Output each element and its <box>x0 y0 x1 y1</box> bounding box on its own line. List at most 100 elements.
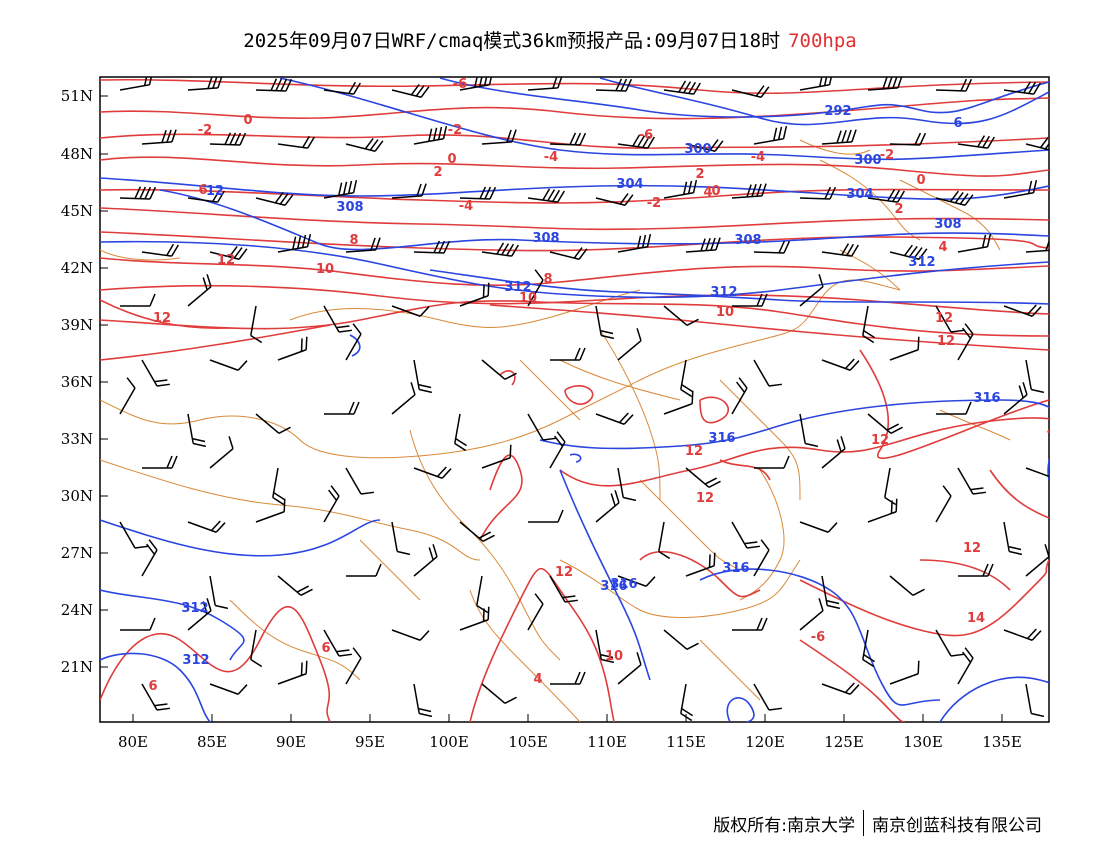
wind-barb <box>413 683 433 718</box>
wind-barb <box>935 78 973 92</box>
temperature-label: 12 <box>963 541 981 556</box>
wind-barb <box>459 282 490 307</box>
wind-barb <box>595 412 634 425</box>
wind-barb <box>187 77 223 91</box>
wind-barb <box>957 647 974 685</box>
wind-barb <box>549 431 566 469</box>
height-label: 292 <box>824 104 851 119</box>
footer-left: 版权所有:南京大学 <box>713 815 855 836</box>
wind-barb <box>413 359 433 394</box>
wind-barb <box>1025 359 1045 394</box>
wind-barb <box>1003 81 1041 95</box>
height-contour-line <box>569 453 582 463</box>
border-line <box>519 359 581 421</box>
wind-barb <box>528 509 564 523</box>
temperature-label: 14 <box>967 611 985 626</box>
wind-barb <box>272 467 286 506</box>
wind-barb <box>889 660 920 685</box>
wind-barb <box>277 575 313 596</box>
wind-barb <box>732 617 768 631</box>
wind-barb <box>119 377 136 415</box>
height-label: 304 <box>846 187 873 202</box>
height-label: 312 <box>710 285 737 300</box>
wind-barb <box>323 81 361 95</box>
wind-barb <box>663 305 699 326</box>
wind-barb <box>187 274 212 307</box>
wind-barb <box>799 521 838 533</box>
border-line <box>409 429 561 661</box>
wind-barb <box>663 629 699 650</box>
wind-barb <box>617 328 642 361</box>
border-line <box>559 559 801 618</box>
border-line <box>359 539 421 601</box>
wind-barb <box>549 247 588 260</box>
wind-barb <box>187 189 225 203</box>
wind-barb <box>595 490 620 523</box>
wind-barb <box>1025 467 1049 479</box>
height-label: 300 <box>684 142 711 157</box>
wind-barb <box>527 413 556 441</box>
wind-barb <box>250 629 263 668</box>
wind-barb <box>799 274 824 307</box>
lat-tick-label: 45N <box>61 202 93 220</box>
temperature-label: 2 <box>894 202 903 217</box>
border-line <box>699 639 761 701</box>
wind-barb <box>821 243 859 257</box>
map-frame <box>99 76 1050 723</box>
wind-barb <box>753 683 782 711</box>
wind-barb <box>821 358 860 371</box>
wind-barb <box>617 233 652 253</box>
wind-barb <box>821 436 846 469</box>
temperature-label: -4 <box>459 199 473 214</box>
isotherm-line <box>479 454 523 541</box>
wind-barb <box>753 359 782 387</box>
height-label: 12 <box>206 184 224 199</box>
wind-barb <box>277 233 312 253</box>
wind-barb <box>481 129 517 145</box>
border-line <box>289 289 641 328</box>
wind-barb <box>527 269 544 307</box>
height-label: 312 <box>181 601 208 616</box>
wind-barb <box>867 189 905 203</box>
wind-barb <box>685 467 721 488</box>
wind-barb <box>120 293 156 307</box>
wind-barb <box>958 563 994 577</box>
height-label: 308 <box>934 217 961 232</box>
wind-barb <box>867 498 898 523</box>
temperature-label: 0 <box>711 184 720 199</box>
isotherm-line <box>559 417 1049 487</box>
wind-barb <box>862 629 876 668</box>
height-label: 308 <box>734 233 761 248</box>
height-contour-line <box>726 697 755 722</box>
height-label: 316 <box>708 431 735 446</box>
wind-barb <box>141 359 170 387</box>
height-label: 316 <box>610 577 637 592</box>
isotherm-line <box>100 257 1049 287</box>
wind-barb <box>821 575 841 610</box>
isotherm-line <box>799 639 906 722</box>
wind-barb <box>459 606 490 631</box>
geopotential-height-contours <box>100 77 1049 722</box>
wind-barb <box>595 193 634 206</box>
height-contour-line <box>539 399 1049 481</box>
temperature-label: 6 <box>321 641 330 656</box>
wind-barb <box>141 539 158 577</box>
wind-barb <box>753 539 770 577</box>
title-level: 700hpa <box>788 30 857 52</box>
temperature-label: -2 <box>448 123 462 138</box>
wind-barb <box>187 598 212 631</box>
wind-barb <box>459 521 495 542</box>
wind-barb <box>799 186 837 200</box>
temperature-label: 12 <box>555 565 573 580</box>
height-label: 316 <box>600 579 627 594</box>
height-contour-line <box>429 269 1049 305</box>
wind-barb <box>209 359 248 371</box>
lat-tick-label: 24N <box>61 601 93 619</box>
wind-barb <box>527 77 563 91</box>
wind-barb <box>481 683 517 704</box>
height-label: 6 <box>953 116 962 131</box>
wind-barb <box>935 190 974 206</box>
temperature-label: 6 <box>148 679 157 694</box>
height-contour-line <box>939 676 1049 722</box>
lon-tick-label: 90E <box>276 733 306 751</box>
